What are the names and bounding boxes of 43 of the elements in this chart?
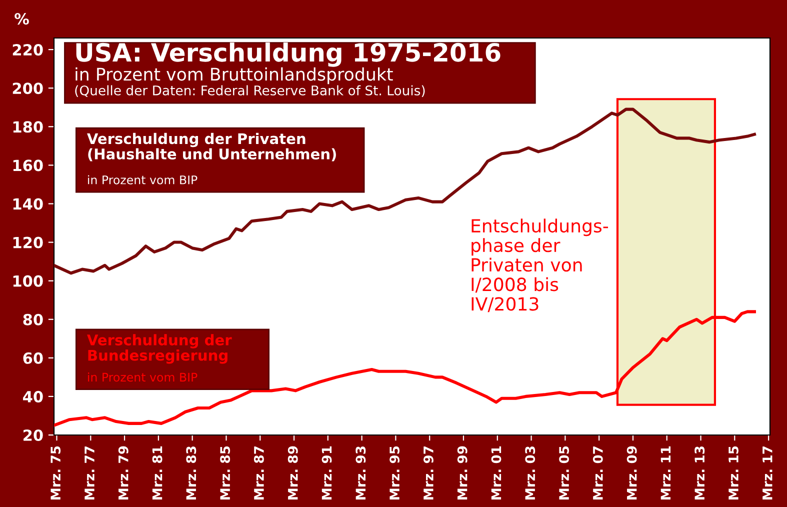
annotation: (Quelle der Daten: Federal Reserve Bank of St. Louis) xyxy=(75,85,425,97)
y-tick-label: 120 xyxy=(13,236,43,248)
x-tick-label: Mrz. 09 xyxy=(626,446,637,500)
y-tick-label: 20 xyxy=(24,429,43,442)
x-tick-label: Mrz. 85 xyxy=(220,446,230,500)
x-tick-label: Mrz. 05 xyxy=(559,446,570,500)
x-tick-label: Mrz. 93 xyxy=(356,446,366,500)
x-tick-label: Mrz. 83 xyxy=(186,446,196,500)
x-tick-label: Mrz. 01 xyxy=(491,446,502,500)
x-tick-label: Mrz. 99 xyxy=(457,446,468,500)
x-tick-label: Mrz. 95 xyxy=(390,446,400,500)
chart-title: USA: Verschuldung 1975-2016 xyxy=(76,42,500,67)
text: Verschuldung der Privaten (Haushalte und Unternehmen) xyxy=(87,132,336,162)
y-axis-title: % xyxy=(14,13,29,25)
y-tick-label: 180 xyxy=(13,121,43,133)
band-label: Entschuldungs- phase der Privaten von I/2008 bis IV/2013 xyxy=(472,218,608,312)
y-tick-label: 200 xyxy=(12,82,43,94)
x-tick-label: Mrz. 03 xyxy=(525,446,536,500)
x-tick-label: Mrz. 77 xyxy=(84,446,94,500)
x-tick-label: Mrz. 79 xyxy=(118,446,128,500)
x-tick-label: Mrz. 13 xyxy=(694,446,705,500)
text: in Prozent vom Bruttoinlandsprodukt xyxy=(76,67,393,84)
y-tick-label: 80 xyxy=(23,314,43,326)
x-tick-label: Mrz. 89 xyxy=(288,446,298,500)
y-tick-label: 160 xyxy=(13,160,43,172)
line-series xyxy=(54,108,756,275)
x-tick-label: Mrz. 11 xyxy=(660,446,670,500)
x-tick-label: Mrz. 07 xyxy=(592,446,603,500)
y-tick-label: 100 xyxy=(13,275,43,287)
x-tick-label: Mrz. 75 xyxy=(50,446,61,500)
y-tick-label: 60 xyxy=(23,352,43,364)
x-tick-label: Mrz. 91 xyxy=(322,446,332,500)
annotation: in Prozent vom BIP xyxy=(88,175,198,184)
x-tick-label: Mrz. 15 xyxy=(728,446,738,500)
y-tick-label: 220 xyxy=(12,44,43,56)
y-tick-label: 140 xyxy=(13,198,43,210)
x-tick-label: Mrz. 17 xyxy=(762,446,772,500)
x-tick-label: Mrz. 87 xyxy=(254,446,264,500)
x-tick-label: Mrz. 81 xyxy=(152,446,162,500)
x-tick-label: Mrz. 97 xyxy=(423,446,434,500)
y-tick-label: 40 xyxy=(23,390,43,402)
annotation: in Prozent vom BIP xyxy=(88,372,198,382)
text: Verschuldung der Bundesregierung xyxy=(87,334,232,364)
